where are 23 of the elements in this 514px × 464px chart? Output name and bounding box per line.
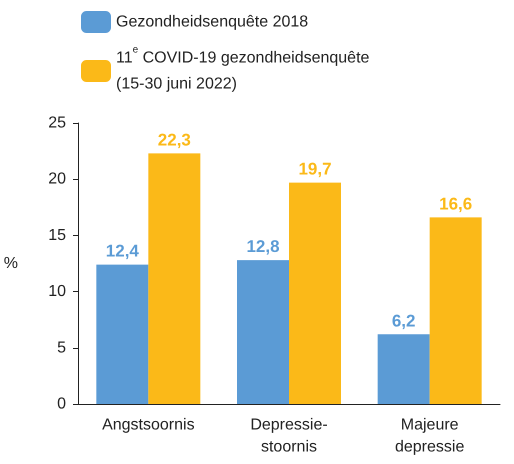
bar [378,334,430,404]
x-tick-label: Depressie- stoornis [250,416,328,456]
bar [289,182,341,404]
y-tick-label: 5 [57,339,66,356]
bar [430,217,482,404]
y-axis-title: % [4,255,18,272]
x-tick-label: Majeure depressie [394,416,464,456]
y-tick-label: 25 [48,114,66,132]
bar [148,153,200,404]
bar [96,264,148,404]
y-tick-label: 10 [48,283,66,300]
data-label: 12,8 [246,237,280,256]
data-label: 22,3 [158,130,191,150]
legend-label: Gezondheidsenquête 2018 [116,14,308,30]
data-label: 19,7 [298,160,332,179]
data-label: 6,2 [392,311,416,330]
y-tick-label: 0 [57,396,66,412]
y-tick-label: 15 [48,226,66,244]
x-tick-label: Angstsoornis [102,416,195,434]
y-tick-label: 20 [48,170,66,188]
bar [237,260,289,404]
data-label: 16,6 [439,194,472,214]
data-label: 12,4 [106,242,140,261]
